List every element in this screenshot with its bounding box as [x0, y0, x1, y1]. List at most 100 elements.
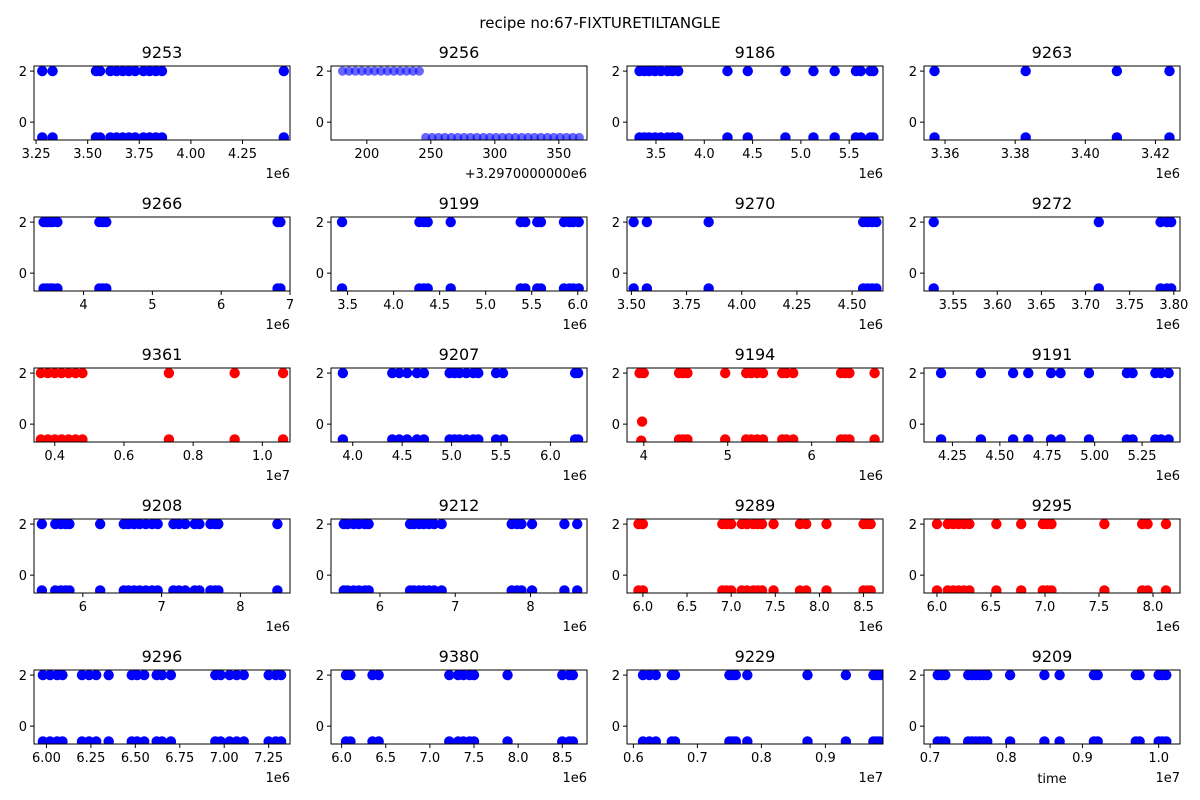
data-point — [520, 283, 531, 291]
data-point — [573, 283, 584, 291]
data-point — [1054, 670, 1065, 681]
axes-frame — [923, 669, 1181, 745]
data-point — [1163, 434, 1174, 442]
x-tick-label: 3.65 — [1027, 298, 1056, 313]
data-point — [991, 585, 1002, 593]
data-point — [1055, 368, 1066, 379]
x-tick-label: 6.0 — [540, 449, 561, 464]
y-tick-label: 2 — [612, 518, 620, 533]
data-point — [650, 670, 661, 681]
data-point — [1045, 434, 1057, 442]
data-point — [1045, 368, 1057, 379]
data-point — [720, 434, 731, 442]
data-point — [855, 66, 866, 77]
data-point — [1099, 519, 1110, 530]
data-point — [497, 434, 509, 442]
data-point — [468, 736, 480, 744]
data-point — [1020, 132, 1031, 140]
axes-frame — [626, 518, 884, 594]
data-point — [94, 66, 106, 77]
points — [928, 217, 1177, 291]
data-point — [215, 670, 226, 681]
subplot-title: 9270 — [735, 194, 776, 213]
x-offset-text: 1e6 — [1155, 620, 1180, 635]
x-tick-label: 3.5 — [337, 298, 358, 313]
data-point — [139, 736, 150, 744]
data-point — [574, 132, 584, 140]
data-point — [444, 670, 455, 681]
data-point — [152, 519, 163, 530]
data-point — [394, 368, 405, 379]
y-tick-label: 2 — [316, 216, 324, 231]
data-point — [1161, 670, 1172, 681]
data-point — [572, 585, 583, 593]
data-point — [1092, 736, 1103, 744]
data-point — [37, 132, 48, 140]
x-tick-label: 5.5 — [521, 298, 542, 313]
data-point — [502, 670, 513, 681]
x-tick-label: 0.7 — [920, 751, 941, 766]
data-point — [163, 434, 175, 442]
y-tick-label: 0 — [19, 418, 27, 433]
data-point — [636, 416, 648, 427]
x-tick-label: 7.25 — [254, 751, 283, 766]
data-point — [1046, 519, 1057, 530]
data-point — [156, 132, 168, 140]
data-point — [1127, 434, 1138, 442]
subplot-9253: 9253 3.25 3.50 3.75 4.00 4.25 0 2 1e6 — [19, 43, 291, 182]
data-point — [572, 368, 584, 379]
x-tick-label: 5.0 — [475, 298, 496, 313]
data-point — [272, 519, 283, 530]
y-tick-label: 0 — [612, 116, 620, 131]
y-tick-label: 2 — [19, 669, 27, 684]
x-tick-label: 200 — [354, 147, 379, 162]
x-tick-label: 6.25 — [76, 751, 105, 766]
data-point — [840, 736, 852, 744]
axes-frame — [626, 367, 884, 443]
x-tick-label: 6.00 — [32, 751, 61, 766]
x-tick-label: 6.5 — [677, 600, 698, 615]
subplot-title: 9191 — [1032, 345, 1073, 364]
data-point — [628, 217, 639, 228]
data-point — [277, 368, 289, 379]
subplot-9186: 9186 3.5 4.0 4.5 5.0 5.5 0 2 1e6 — [612, 43, 884, 182]
data-point — [52, 283, 63, 291]
data-point — [869, 368, 880, 379]
data-point — [275, 670, 287, 681]
data-point — [780, 66, 791, 77]
y-tick-label: 0 — [909, 418, 917, 433]
data-point — [336, 283, 348, 291]
subplot-9289: 9289 6.0 6.5 7.0 7.5 8.0 8.5 0 2 1e6 — [612, 496, 884, 635]
data-point — [275, 736, 287, 744]
data-point — [163, 368, 175, 379]
data-point — [1007, 434, 1019, 442]
data-point — [682, 368, 693, 379]
axes-frame — [626, 669, 884, 745]
x-tick-label: 6.0 — [927, 600, 948, 615]
subplot-9380: 9380 6.0 6.5 7.0 7.5 8.0 8.5 0 2 1e6 — [316, 647, 588, 786]
y-tick-label: 2 — [612, 669, 620, 684]
subplot-title: 9272 — [1032, 194, 1073, 213]
data-point — [101, 217, 112, 228]
axes-frame — [33, 669, 291, 745]
data-point — [277, 434, 289, 442]
x-tick-label: 3.75 — [672, 298, 701, 313]
data-point — [573, 217, 584, 228]
data-point — [931, 585, 943, 593]
subplot-9361: 9361 0.4 0.6 0.8 1.0 0 2 1e7 — [19, 345, 291, 484]
data-point — [1054, 736, 1065, 744]
data-point — [742, 132, 753, 140]
points — [337, 368, 584, 442]
data-point — [1127, 368, 1138, 379]
data-point — [526, 519, 538, 530]
data-point — [725, 585, 737, 593]
y-tick-label: 0 — [316, 418, 324, 433]
y-tick-label: 2 — [909, 367, 917, 382]
subplot-9296: 9296 6.00 6.25 6.50 6.75 7.00 7.25 0 2 1e6 — [19, 647, 291, 786]
x-tick-label: 6.0 — [567, 298, 588, 313]
subplot-9199: 9199 3.5 4.0 4.5 5.0 5.5 6.0 0 2 1e6 — [316, 194, 588, 333]
y-tick-label: 0 — [612, 267, 620, 282]
x-tick-label: 3.70 — [1071, 298, 1100, 313]
data-point — [725, 519, 737, 530]
